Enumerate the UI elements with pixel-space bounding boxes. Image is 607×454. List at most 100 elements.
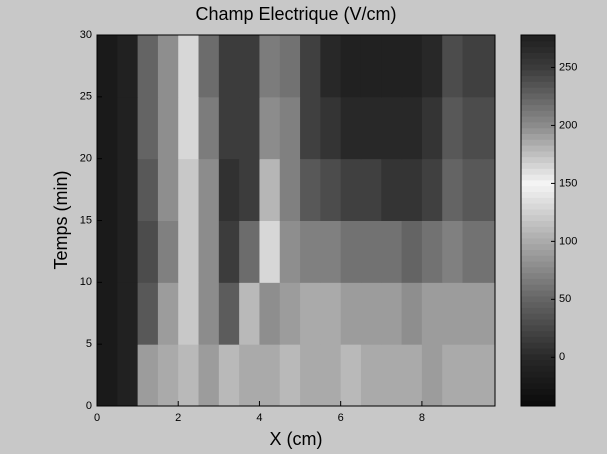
heatmap-cell bbox=[97, 282, 118, 345]
heatmap-cell bbox=[279, 282, 301, 345]
colorbar-swatch bbox=[521, 87, 555, 94]
colorbar-swatch bbox=[521, 324, 555, 332]
colorbar-swatch bbox=[521, 226, 555, 233]
heatmap-cell bbox=[97, 158, 118, 221]
colorbar-swatch bbox=[521, 290, 555, 297]
colorbar-swatch bbox=[521, 301, 555, 308]
heatmap-cell bbox=[360, 96, 382, 160]
x-axis-label: X (cm) bbox=[270, 429, 323, 449]
colorbar-swatch bbox=[521, 295, 555, 303]
heatmap-cell bbox=[239, 220, 260, 283]
heatmap-cell bbox=[97, 96, 118, 160]
colorbar-swatch bbox=[521, 272, 555, 279]
heatmap-cell bbox=[300, 35, 321, 98]
heatmap-cell bbox=[340, 282, 362, 345]
heatmap-cell bbox=[117, 344, 139, 406]
heatmap-cell bbox=[218, 158, 240, 221]
colorbar-swatch bbox=[521, 63, 555, 71]
colorbar-swatch bbox=[521, 278, 555, 285]
heatmap-cell bbox=[401, 35, 423, 98]
heatmap-cell bbox=[259, 282, 281, 345]
heatmap-cell bbox=[279, 344, 301, 406]
heatmap-cell bbox=[117, 282, 139, 345]
heatmap-cell bbox=[401, 282, 423, 345]
heatmap-cell bbox=[320, 282, 342, 345]
heatmap-cell bbox=[421, 35, 443, 98]
heatmap-cell bbox=[320, 35, 342, 98]
heatmap-cell bbox=[360, 158, 382, 221]
heatmap-cell bbox=[198, 158, 220, 221]
colorbar-swatch bbox=[521, 371, 555, 378]
colorbar-swatch bbox=[521, 40, 555, 48]
heatmap-cell bbox=[360, 344, 382, 406]
colorbar-tick-label: 100 bbox=[559, 235, 577, 247]
heatmap-cell bbox=[462, 96, 484, 160]
heatmap-cell bbox=[239, 35, 260, 98]
heatmap-cell bbox=[157, 344, 179, 406]
heatmap-cell bbox=[178, 344, 200, 406]
heatmap-cell bbox=[279, 96, 301, 160]
colorbar-tick-label: 0 bbox=[559, 351, 565, 363]
heatmap-cell bbox=[178, 220, 200, 283]
heatmap-cell bbox=[340, 158, 362, 221]
heatmap-cell bbox=[482, 220, 495, 283]
colorbar-swatch bbox=[521, 249, 555, 256]
heatmap-cell bbox=[360, 220, 382, 283]
heatmap-cell bbox=[340, 220, 362, 283]
colorbar-swatch bbox=[521, 52, 555, 59]
colorbar-swatch bbox=[521, 220, 555, 227]
heatmap-cell bbox=[401, 96, 423, 160]
colorbar-swatch bbox=[521, 133, 555, 140]
heatmap-cell bbox=[442, 35, 464, 98]
heatmap-cell bbox=[218, 344, 240, 406]
colorbar-swatch bbox=[521, 214, 555, 221]
heatmap-cell bbox=[340, 344, 362, 406]
colorbar-swatch bbox=[521, 388, 555, 395]
colorbar-swatch bbox=[521, 121, 555, 129]
colorbar-swatch bbox=[521, 150, 555, 158]
colorbar-swatch bbox=[521, 336, 555, 343]
colorbar-swatch bbox=[521, 365, 555, 372]
colorbar-tick-label: 150 bbox=[559, 177, 577, 189]
colorbar-swatch bbox=[521, 162, 555, 169]
colorbar-swatch bbox=[521, 46, 555, 53]
colorbar-swatch bbox=[521, 110, 555, 117]
colorbar-swatch bbox=[521, 394, 555, 401]
heatmap-cell bbox=[97, 220, 118, 283]
heatmap-cell bbox=[421, 344, 443, 406]
heatmap-cell bbox=[462, 35, 484, 98]
heatmap-cell bbox=[137, 158, 159, 221]
colorbar-swatch bbox=[521, 58, 555, 65]
heatmap-cell bbox=[259, 220, 281, 283]
colorbar-swatch bbox=[521, 330, 555, 337]
colorbar-swatch bbox=[521, 197, 555, 204]
heatmap-cell bbox=[239, 158, 260, 221]
colorbar-swatch bbox=[521, 353, 555, 361]
colorbar-swatch bbox=[521, 156, 555, 164]
heatmap-cell bbox=[198, 35, 220, 98]
colorbar-swatch bbox=[521, 69, 555, 77]
colorbar-swatch bbox=[521, 319, 555, 326]
colorbar-swatch bbox=[521, 342, 555, 349]
x-tick-label: 2 bbox=[175, 412, 181, 424]
heatmap-cell bbox=[137, 344, 159, 406]
heatmap-cell bbox=[157, 96, 179, 160]
colorbar-swatch bbox=[521, 266, 555, 274]
heatmap-cell bbox=[320, 96, 342, 160]
y-tick-label: 25 bbox=[80, 91, 92, 103]
x-tick-label: 8 bbox=[419, 412, 425, 424]
heatmap-cell bbox=[137, 220, 159, 283]
colorbar-swatch bbox=[521, 98, 555, 106]
y-tick-label: 30 bbox=[80, 29, 92, 41]
heatmap-cell bbox=[218, 96, 240, 160]
heatmap-cell bbox=[482, 35, 495, 98]
heatmap-cell bbox=[320, 220, 342, 283]
heatmap-cell bbox=[381, 35, 403, 98]
heatmap-cell bbox=[462, 158, 484, 221]
x-tick-label: 6 bbox=[338, 412, 344, 424]
colorbar-swatch bbox=[521, 92, 555, 100]
heatmap-cell bbox=[198, 344, 220, 406]
colorbar-swatch bbox=[521, 179, 555, 187]
y-tick-label: 15 bbox=[80, 214, 92, 226]
